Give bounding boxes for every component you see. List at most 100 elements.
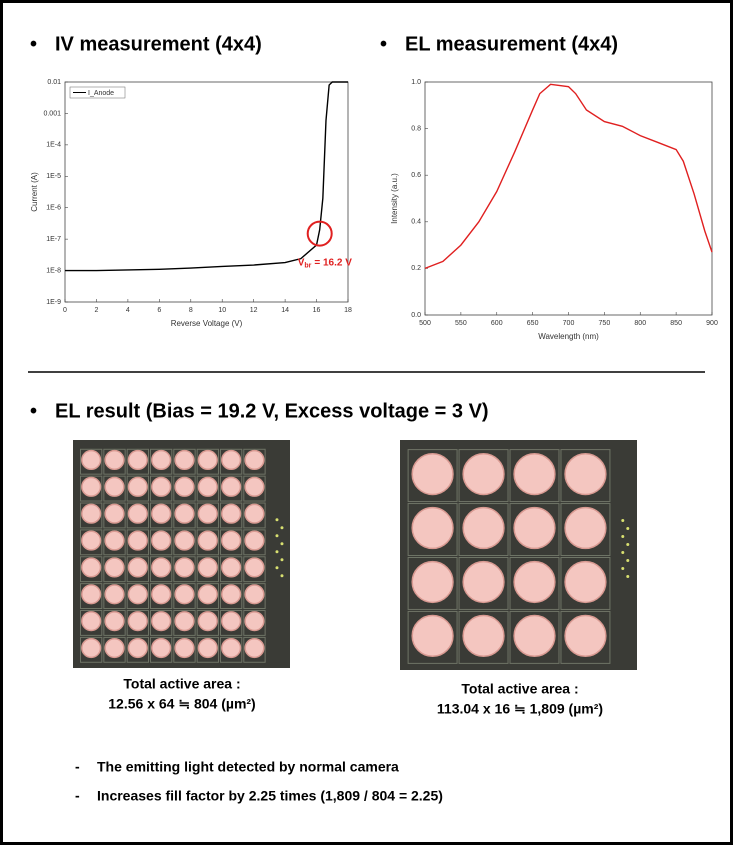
pixel-cell [196,475,219,502]
pixel-glow [197,557,218,578]
pixel-cell [103,636,126,663]
data-line [65,81,348,272]
pixel-cell [126,475,149,502]
x-tick-label: 0 [63,307,67,314]
pixel-cell [219,502,243,529]
caption-value: 113.04 x 16 ≒ 1,809 (µm²) [437,701,603,717]
pixel-glow [411,452,454,496]
chart-title: IV measurement (4x4) [55,33,262,55]
pixel-cell [196,502,219,529]
pixel-glow [127,530,148,551]
pixel-cell [149,636,173,663]
pixel-glow [411,506,454,550]
pixel-glow [221,449,242,471]
pixel-cell [173,636,196,663]
y-tick-label: 0.6 [411,172,421,179]
pixel-glow [564,614,607,658]
pixel-glow [104,449,125,471]
bullet: • [380,33,387,55]
pixel-glow [197,611,218,632]
pixel-glow [174,584,195,605]
pixel-glow [197,449,218,471]
x-tick-label: 14 [281,307,289,314]
pixel-glow [127,637,148,659]
y-tick-label: 1.0 [411,79,421,86]
note: The emitting light detected by normal ca… [97,759,399,775]
pixel-cell [173,556,196,583]
pixel-glow [127,611,148,632]
pixel-glow [197,476,218,497]
pixel-glow [81,637,102,659]
pixel-cell [126,529,149,556]
pixel-glow [197,503,218,524]
pixel-cell [219,556,243,583]
pixel-cell [173,529,196,556]
pixel-glow [513,614,556,658]
data-line [424,83,713,270]
pixel-cell [196,556,219,583]
pad-dot [621,551,625,554]
pad-dot [621,535,625,538]
pixel-glow [513,506,556,550]
pixel-glow [221,530,242,551]
x-tick-label: 2 [94,307,98,314]
pixel-glow [151,476,172,497]
pixel-glow [151,584,172,605]
pixel-glow [174,530,195,551]
pad-dot [626,527,630,530]
pixel-cell [173,475,196,502]
pixel-glow [197,530,218,551]
legend-box [69,86,126,99]
x-tick-label: 16 [313,307,321,314]
y-tick-label: 0.001 [43,110,61,117]
pixel-cell [149,475,173,502]
pixel-cell [407,610,458,664]
x-tick-label: 850 [670,320,682,327]
x-axis-label: Wavelength (nm) [538,332,599,341]
pixel-glow [81,476,102,497]
pixel-cell [407,503,458,556]
pixel-cell [219,475,243,502]
pad-dot [280,558,284,562]
pixel-cell [173,448,196,475]
pixel-cell [243,556,266,583]
pixel-glow [244,476,265,497]
pixel-cell [560,610,611,664]
pixel-glow [221,584,242,605]
pixel-cell [458,556,509,610]
pixel-glow [197,584,218,605]
x-tick-label: 6 [157,307,161,314]
pixel-glow [411,560,454,604]
x-tick-label: 8 [189,307,193,314]
y-tick-label: 0.0 [411,312,421,319]
pixel-cell [243,529,266,556]
pixel-glow [104,637,125,659]
pixel-glow [513,452,556,496]
pixel-cell [80,556,103,583]
pixel-glow [81,611,102,632]
pixel-glow [127,476,148,497]
pixel-glow [513,560,556,604]
pixel-cell [103,610,126,636]
pixel-cell [149,610,173,636]
pixel-cell [149,583,173,610]
pixel-cell [560,503,611,556]
pixel-cell [126,636,149,663]
y-tick-label: 1E-6 [46,205,61,212]
pixel-cell [196,610,219,636]
pixel-cell [509,556,560,610]
pixel-glow [127,584,148,605]
pixel-glow [244,530,265,551]
x-tick-label: 750 [599,320,611,327]
pixel-cell [243,475,266,502]
plot-frame [64,81,349,303]
pixel-glow [104,503,125,524]
pad-dot [275,518,279,522]
section-heading: EL result (Bias = 19.2 V, Excess voltage… [55,400,489,422]
y-tick-label: 0.01 [47,79,61,86]
pad-dot [626,559,630,562]
pixel-glow [104,584,125,605]
pixel-cell [196,583,219,610]
pixel-cell [103,529,126,556]
